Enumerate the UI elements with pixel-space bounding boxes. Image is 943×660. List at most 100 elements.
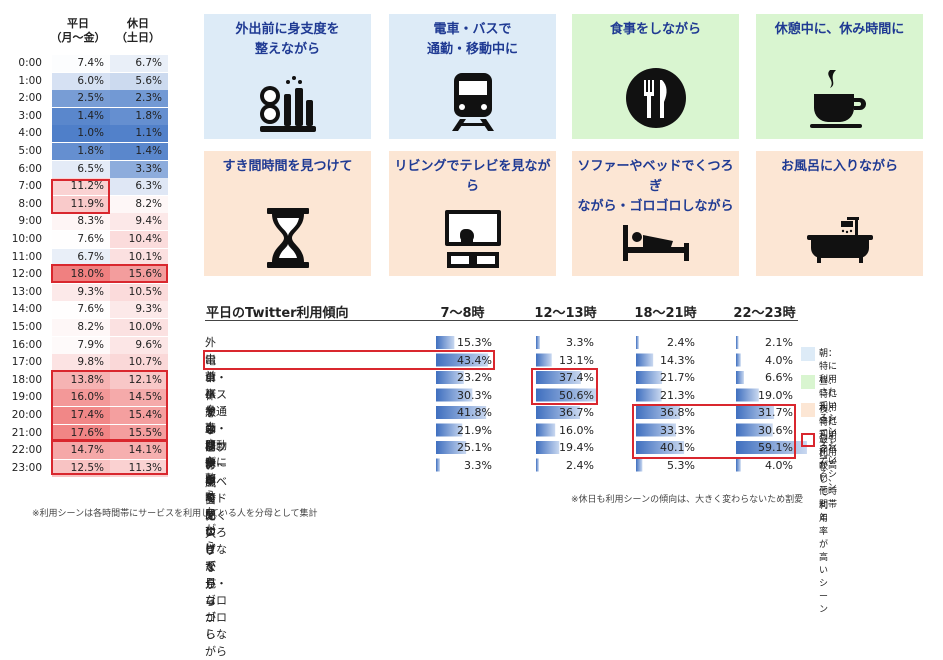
hour-label: 8:00: [18, 197, 42, 210]
trend-bar: [736, 371, 744, 384]
col-header-12-13: 12～13時: [534, 306, 597, 321]
highlight-box-morning: [51, 179, 110, 214]
trend-value: 6.6%: [765, 371, 793, 384]
trend-value: 36.7%: [559, 406, 594, 419]
holiday-value: 8.2%: [110, 195, 168, 213]
bath-icon: [806, 217, 873, 263]
holiday-header: 休日 （土日）: [108, 17, 168, 45]
trend-bar: [436, 336, 455, 349]
trend-value: 19.0%: [758, 388, 793, 402]
weekday-value: 2.5%: [52, 90, 110, 108]
scene-card: お風呂に入りながら: [756, 151, 923, 276]
scene-card-title: 休憩中に、休み時間に: [756, 20, 923, 40]
trend-bar: [636, 371, 663, 384]
trend-value: 31.7%: [758, 406, 793, 419]
trend-bar: [436, 441, 467, 454]
hour-label: 18:00: [11, 373, 42, 386]
trend-bar: [536, 388, 597, 402]
trend-value: 3.3%: [464, 458, 492, 472]
scene-card-title: ソファーやベッドでくつろぎ ながら・ゴロゴロしながら: [572, 157, 739, 217]
trend-row-label: お風呂に入りながら: [205, 458, 216, 608]
scene-card-title-line1: 食事をしながら: [609, 22, 701, 37]
weekday-value: 7.9%: [52, 336, 110, 354]
holiday-value: 10.5%: [110, 283, 168, 301]
scene-card-title-line2: 整えながら: [254, 42, 320, 57]
scene-card-title: 外出前に身支度を 整えながら: [204, 20, 371, 60]
holiday-header-label: 休日: [127, 17, 149, 30]
scene-card-title-line1: 外出前に身支度を: [235, 22, 340, 37]
scene-card-title: 食事をしながら: [572, 20, 739, 40]
col-header-7-8: 7～8時: [440, 306, 485, 321]
trend-value: 21.3%: [660, 388, 695, 402]
hour-label: 23:00: [11, 461, 42, 474]
trend-bar: [436, 458, 440, 472]
scene-card-title: お風呂に入りながら: [756, 157, 923, 177]
hour-label: 22:00: [11, 444, 42, 457]
trend-value: 30.3%: [457, 388, 492, 402]
holiday-value: 1.4%: [110, 143, 168, 160]
trend-value: 14.3%: [660, 353, 695, 367]
trend-bar: [536, 353, 552, 367]
weekday-value: 11.2%: [52, 178, 110, 196]
legend-swatch-noon: [801, 375, 815, 389]
weekday-header: 平日 （月～金）: [48, 17, 108, 45]
weekday-value: 9.8%: [52, 354, 110, 372]
col-header-22-23: 22～23時: [733, 306, 796, 321]
trend-bar: [536, 441, 560, 454]
weekday-value: 1.0%: [52, 125, 110, 143]
holiday-value: 9.4%: [110, 213, 168, 231]
holiday-value: 15.4%: [110, 407, 168, 424]
hour-label: 7:00: [18, 180, 42, 193]
hour-label: 14:00: [11, 303, 42, 316]
hour-label: 3:00: [18, 109, 42, 122]
coffee-icon: [809, 70, 866, 128]
weekday-value: 16.0%: [52, 389, 110, 407]
weekday-value: 8.3%: [52, 213, 110, 231]
trend-value: 21.7%: [660, 371, 695, 384]
holiday-value: 2.3%: [110, 90, 168, 108]
trend-bar: [536, 423, 556, 437]
trend-bar: [536, 336, 540, 349]
trend-bar: [636, 441, 685, 454]
weekday-value: 6.5%: [52, 160, 110, 178]
trend-row-label: 外出前に身支度を整えながら: [205, 336, 216, 553]
train-icon: [451, 73, 494, 131]
trend-value: 25.1%: [457, 441, 492, 454]
highlight-commute: [203, 350, 495, 370]
scene-card: すき間時間を見つけて: [204, 151, 371, 276]
highlight-noon-meal-break: [531, 368, 598, 405]
holiday-value: 12.1%: [110, 371, 168, 389]
trend-bar: [736, 336, 739, 349]
trend-value: 37.4%: [559, 371, 594, 384]
holiday-value: 1.8%: [110, 107, 168, 125]
legend-noon: 昼：特に利用されているシーン: [819, 377, 838, 465]
trend-value: 41.8%: [457, 406, 492, 419]
hour-label: 19:00: [11, 391, 42, 404]
scene-card: 食事をしながら: [572, 14, 739, 139]
holiday-value: 1.1%: [110, 125, 168, 143]
weekday-value: 12.5%: [52, 459, 110, 477]
holiday-value: 15.5%: [110, 424, 168, 442]
hour-label: 2:00: [18, 92, 42, 105]
tv-icon: [444, 210, 501, 268]
holiday-value: 10.0%: [110, 319, 168, 336]
holiday-value: 15.6%: [110, 266, 168, 284]
trend-value: 23.2%: [457, 371, 492, 384]
scene-card-title: 電車・バスで 通勤・移動中に: [389, 20, 556, 60]
highlight-evening-night: [632, 404, 796, 459]
highlight-box-noon: [51, 264, 168, 283]
hour-label: 16:00: [11, 338, 42, 351]
trend-value: 15.3%: [457, 336, 492, 349]
scene-card-title-line1: ソファーやベッドでくつろぎ: [577, 159, 734, 194]
trend-bar: [736, 353, 741, 367]
trend-bar: [536, 406, 581, 419]
trend-value: 43.4%: [457, 353, 492, 367]
hour-label: 4:00: [18, 127, 42, 140]
trend-bars: [436, 336, 807, 472]
weekday-value: 14.7%: [52, 442, 110, 460]
trend-bar: [636, 458, 643, 472]
trend-value: 21.9%: [457, 423, 492, 437]
scene-card-title-line2: 通勤・移動中に: [426, 42, 518, 57]
trend-bar: [536, 458, 539, 472]
trend-bar: [436, 353, 489, 367]
